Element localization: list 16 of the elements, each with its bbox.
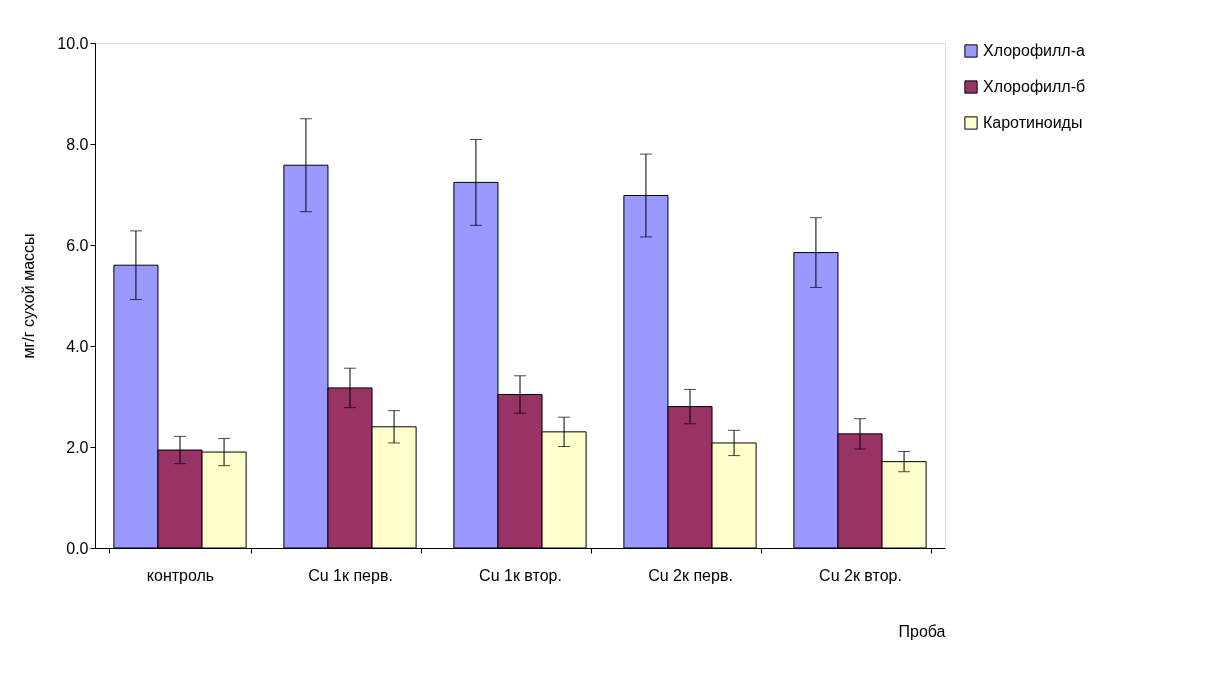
x-tick-label: контроль — [146, 566, 215, 584]
y-tick-label: 6.0 — [66, 236, 89, 254]
x-tick-label: Cu 1к втор. — [479, 566, 562, 584]
y-tick-label: 8.0 — [66, 135, 89, 153]
legend-label: Хлорофилл-б — [983, 78, 1086, 95]
x-tick-label: Cu 2к перв. — [648, 566, 733, 584]
legend-label: Хлорофилл-а — [983, 42, 1085, 59]
x-axis-title: Проба — [898, 622, 946, 640]
y-tick-label: 0.0 — [66, 539, 89, 557]
x-tick-label: Cu 1к перв. — [308, 566, 393, 584]
y-tick-label: 10.0 — [57, 34, 89, 52]
y-axis-title: мг/г сухой массы — [20, 233, 38, 359]
y-tick-label: 4.0 — [66, 337, 89, 355]
y-tick-label: 2.0 — [66, 438, 89, 456]
x-tick-label: Cu 2к втор. — [819, 566, 902, 584]
legend-label: Каротиноиды — [983, 114, 1083, 131]
